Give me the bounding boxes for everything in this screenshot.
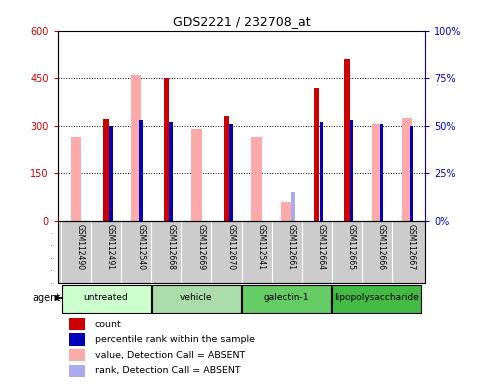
Bar (291, 192, 295, 221)
Bar (229, 124, 233, 221)
Text: GSM112540: GSM112540 (136, 224, 145, 270)
Text: GSM112661: GSM112661 (286, 224, 296, 270)
Bar (152, 285, 241, 313)
Text: GSM112664: GSM112664 (317, 224, 326, 270)
Bar (410, 126, 413, 221)
Bar (320, 122, 323, 221)
Bar (350, 120, 353, 221)
Bar (314, 88, 319, 221)
Text: galectin-1: galectin-1 (264, 293, 310, 303)
Text: GSM112670: GSM112670 (227, 224, 235, 270)
Bar (61, 285, 151, 313)
Text: GSM112491: GSM112491 (106, 224, 115, 270)
Bar (131, 75, 142, 221)
Bar (282, 202, 292, 221)
Text: agent: agent (33, 293, 61, 303)
Text: value, Detection Call = ABSENT: value, Detection Call = ABSENT (95, 351, 245, 360)
Bar (169, 122, 173, 221)
Bar (380, 124, 384, 221)
Bar (191, 129, 201, 221)
Bar (242, 285, 331, 313)
Bar (224, 116, 229, 221)
Text: percentile rank within the sample: percentile rank within the sample (95, 335, 255, 344)
Bar (402, 118, 412, 221)
Bar (371, 124, 382, 221)
Bar (69, 333, 85, 346)
Text: GSM112668: GSM112668 (166, 224, 175, 270)
Bar (251, 137, 262, 221)
Bar (164, 78, 169, 221)
Text: rank, Detection Call = ABSENT: rank, Detection Call = ABSENT (95, 366, 241, 375)
Bar (69, 349, 85, 361)
Text: GSM112666: GSM112666 (377, 224, 386, 270)
Title: GDS2221 / 232708_at: GDS2221 / 232708_at (173, 15, 310, 28)
Text: GSM112490: GSM112490 (76, 224, 85, 270)
Bar (103, 119, 109, 221)
Text: untreated: untreated (84, 293, 128, 303)
Text: count: count (95, 319, 121, 329)
Text: GSM112667: GSM112667 (407, 224, 416, 270)
Text: vehicle: vehicle (180, 293, 213, 303)
Text: GSM112669: GSM112669 (197, 224, 205, 270)
Bar (332, 285, 422, 313)
Bar (109, 126, 113, 221)
Text: lipopolysaccharide: lipopolysaccharide (334, 293, 419, 303)
Bar (139, 120, 142, 221)
Bar (69, 364, 85, 377)
Bar (71, 137, 81, 221)
Text: GSM112541: GSM112541 (256, 224, 266, 270)
Bar (69, 318, 85, 330)
Text: GSM112665: GSM112665 (347, 224, 356, 270)
Bar (344, 59, 350, 221)
